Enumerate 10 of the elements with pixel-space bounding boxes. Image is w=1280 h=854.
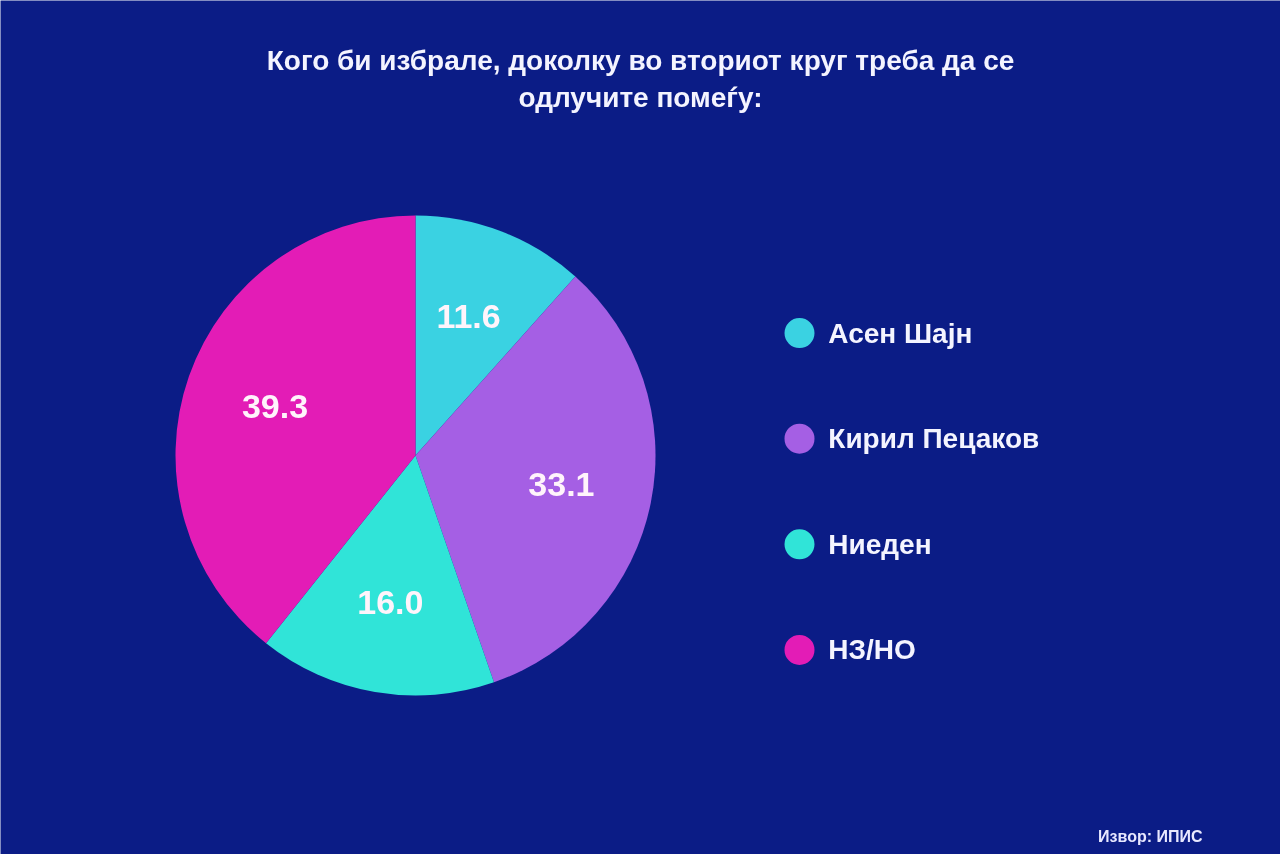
legend-label: НЗ/НО xyxy=(828,634,916,666)
data-label: 16.0 xyxy=(357,582,424,621)
legend-label: Кирил Пецаков xyxy=(828,423,1040,455)
legend-label: Ниеден xyxy=(828,528,932,560)
data-label: 11.6 xyxy=(436,296,501,335)
data-label: 39.3 xyxy=(241,386,309,425)
legend-label: Асен Шајн xyxy=(828,317,973,349)
chart-title: Кого би избрале, доколку во вториот круг треба да се одлучите помеѓу: xyxy=(266,44,1015,113)
data-label: 33.1 xyxy=(528,465,595,504)
text: Извор: ИПИС xyxy=(1098,827,1203,845)
